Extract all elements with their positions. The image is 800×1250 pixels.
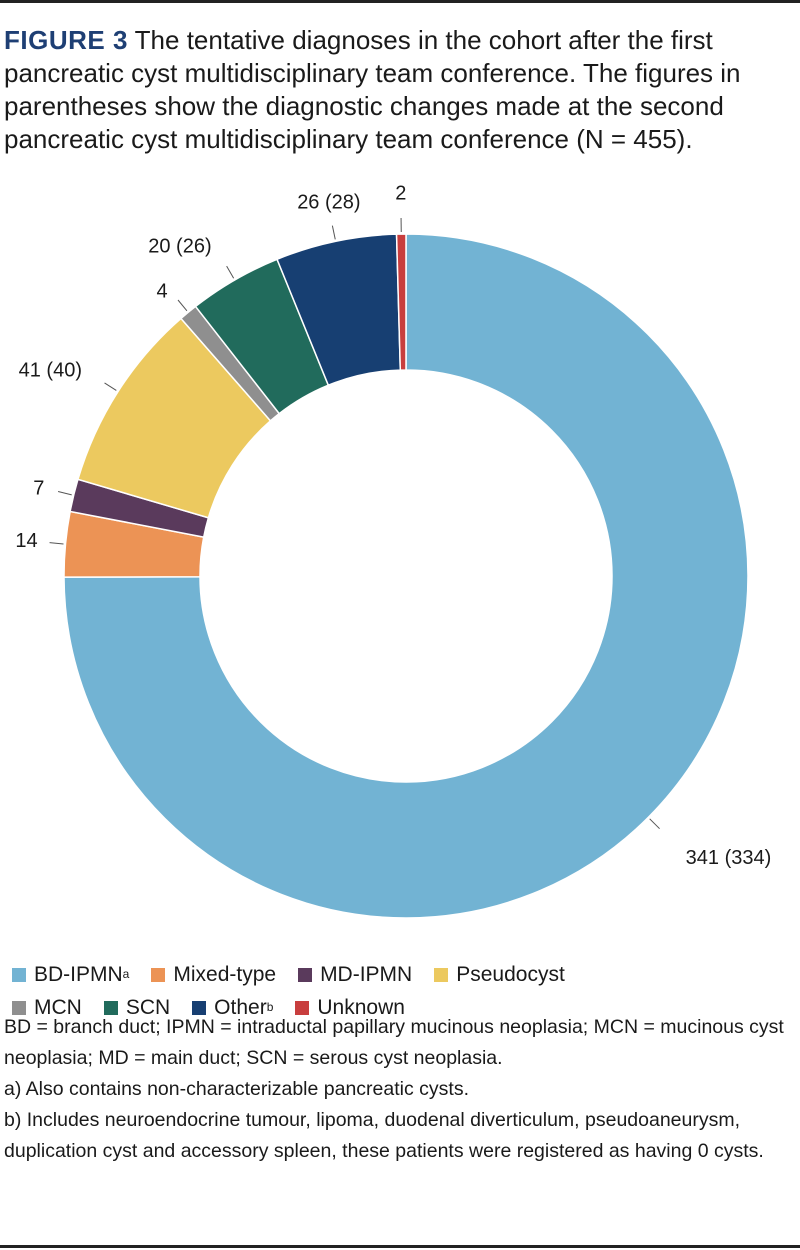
legend-item-mixed-type: Mixed-type: [151, 958, 276, 991]
legend-footnote-marker: a: [122, 967, 130, 981]
legend-swatch: [12, 967, 26, 982]
leader-line-other: [331, 225, 336, 240]
data-label-other: 26 (28): [297, 191, 360, 213]
data-label-pseudocyst: 41 (40): [19, 359, 82, 381]
data-label-mixed-type: 14: [15, 530, 37, 552]
data-label-unknown: 2: [395, 182, 406, 204]
legend-footnote-marker: b: [266, 1000, 274, 1014]
leader-line-bd-ipmn: [649, 818, 660, 830]
legend-swatch: [298, 967, 313, 982]
data-label-bd-ipmn: 341 (334): [686, 847, 772, 869]
legend-item-bd-ipmn: BD-IPMN a: [12, 958, 129, 991]
figure-label: FIGURE 3: [4, 25, 128, 55]
legend-swatch: [151, 967, 166, 982]
data-label-md-ipmn: 7: [33, 477, 44, 499]
legend-row: MCN SCN Other b Unknown: [12, 991, 792, 1024]
slice-unknown: [395, 233, 407, 371]
legend-label: MCN: [34, 996, 82, 1019]
figure-notes: BD = branch duct; IPMN = intraductal pap…: [4, 1012, 796, 1167]
legend-label: BD-IPMN: [34, 963, 123, 986]
legend-swatch: [103, 1000, 118, 1015]
leader-line-mixed-type: [49, 542, 64, 545]
abbreviation-note: BD = branch duct; IPMN = intraductal pap…: [4, 1016, 784, 1069]
donut-chart: 341 (334) 14 7 41 (40) 4 20 (26) 26 (28) 2: [15, 182, 772, 919]
legend-item-scn: SCN: [103, 991, 171, 1024]
legend-item-other: Other b: [192, 991, 273, 1024]
legend-label: Pseudocyst: [456, 963, 565, 986]
bottom-rule: [0, 1245, 800, 1248]
data-label-scn: 20 (26): [148, 235, 211, 257]
footnote-b: b) Includes neuroendocrine tumour, lipom…: [4, 1109, 764, 1162]
legend-label: Unknown: [317, 996, 405, 1019]
leader-line-pseudocyst: [104, 382, 117, 391]
legend-label: Other: [214, 996, 267, 1019]
legend-label: Mixed-type: [173, 963, 277, 986]
legend-item-pseudocyst: Pseudocyst: [434, 958, 565, 991]
top-rule: [0, 0, 800, 3]
figure-caption-text: The tentative diagnoses in the cohort af…: [4, 25, 741, 154]
footnote-a: a) Also contains non-characterizable pan…: [4, 1078, 469, 1100]
legend-swatch: [192, 1000, 207, 1015]
legend-item-md-ipmn: MD-IPMN: [298, 958, 412, 991]
data-label-mcn: 4: [156, 281, 167, 303]
legend-swatch: [295, 1000, 310, 1015]
legend-swatch: [12, 1000, 26, 1015]
figure-caption: FIGURE 3 The tentative diagnoses in the …: [4, 24, 796, 156]
legend-item-mcn: MCN: [12, 991, 82, 1024]
legend-label: SCN: [125, 996, 171, 1019]
legend-label: MD-IPMN: [320, 963, 413, 986]
leader-line-md-ipmn: [57, 491, 72, 496]
legend-swatch: [434, 967, 449, 982]
leader-line-mcn: [177, 299, 188, 312]
slice-bd-ipmn: [63, 233, 749, 919]
leader-line-scn: [226, 265, 235, 279]
chart-legend: BD-IPMN a Mixed-type MD-IPMN Pseudocyst MCN S…: [12, 958, 792, 1024]
legend-item-unknown: Unknown: [295, 991, 405, 1024]
legend-row: BD-IPMN a Mixed-type MD-IPMN Pseudocyst: [12, 958, 792, 991]
